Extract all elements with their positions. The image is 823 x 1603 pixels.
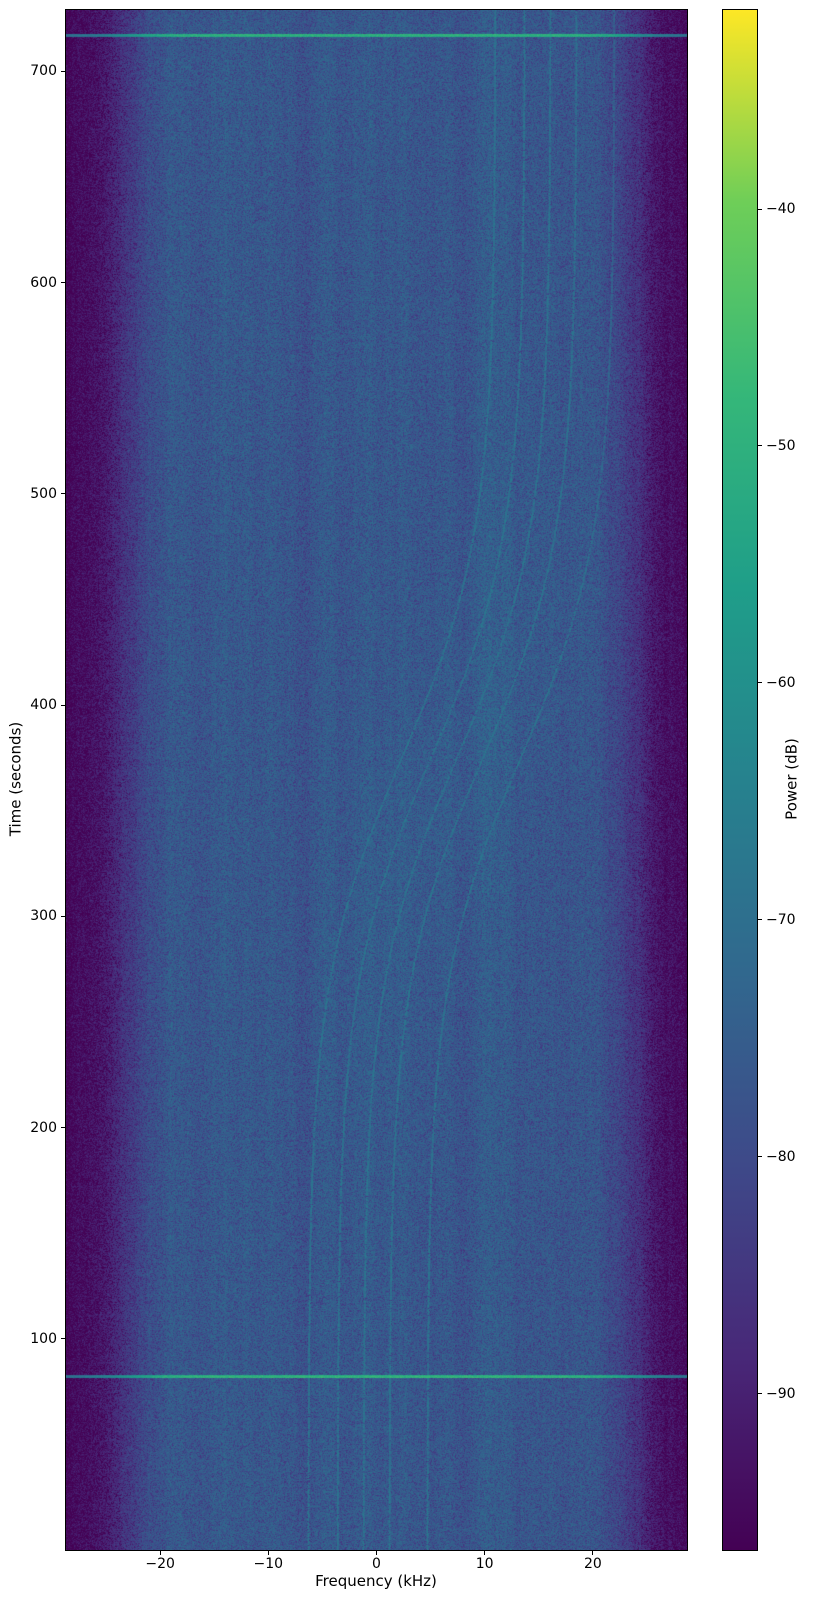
y-tick-label: 700 (30, 64, 57, 78)
y-tick-mark (61, 705, 65, 706)
colorbar-tick-mark (758, 1156, 762, 1157)
colorbar-tick-mark (758, 1393, 762, 1394)
y-tick-mark (61, 493, 65, 494)
y-axis-label: Time (seconds) (9, 722, 24, 837)
x-tick-mark (160, 1551, 161, 1555)
colorbar-tick-label: −90 (766, 1387, 796, 1401)
y-tick-mark (61, 71, 65, 72)
y-tick-label: 300 (30, 909, 57, 923)
colorbar-tick-mark (758, 919, 762, 920)
x-tick-mark (268, 1551, 269, 1555)
x-tick-label: 10 (476, 1557, 494, 1571)
spectrogram-canvas (66, 10, 687, 1550)
x-tick-mark (484, 1551, 485, 1555)
y-tick-label: 600 (30, 276, 57, 290)
colorbar-label: Power (dB) (785, 738, 800, 820)
y-tick-mark (61, 1127, 65, 1128)
colorbar-tick-mark (758, 445, 762, 446)
colorbar-tick-mark (758, 209, 762, 210)
y-tick-mark (61, 916, 65, 917)
x-axis-label: Frequency (kHz) (315, 1574, 437, 1589)
colorbar-tick-label: −40 (766, 202, 796, 216)
colorbar (722, 9, 758, 1551)
x-tick-label: 0 (372, 1557, 381, 1571)
colorbar-tick-label: −50 (766, 439, 796, 453)
y-tick-mark (61, 1338, 65, 1339)
y-tick-label: 100 (30, 1332, 57, 1346)
colorbar-tick-label: −70 (766, 913, 796, 927)
y-tick-mark (61, 282, 65, 283)
colorbar-tick-label: −60 (766, 676, 796, 690)
x-tick-mark (592, 1551, 593, 1555)
colorbar-tick-label: −80 (766, 1150, 796, 1164)
x-tick-label: 20 (584, 1557, 602, 1571)
y-tick-label: 400 (30, 698, 57, 712)
y-tick-label: 500 (30, 487, 57, 501)
y-tick-label: 200 (30, 1121, 57, 1135)
plot-area (65, 9, 688, 1551)
colorbar-gradient (723, 10, 757, 1550)
x-tick-label: −20 (145, 1557, 175, 1571)
spectrogram-figure: 100 200 300 400 500 600 700 −20 −10 0 10 20 −40 −50… (0, 0, 823, 1603)
x-tick-label: −10 (254, 1557, 284, 1571)
x-tick-mark (376, 1551, 377, 1555)
colorbar-tick-mark (758, 682, 762, 683)
